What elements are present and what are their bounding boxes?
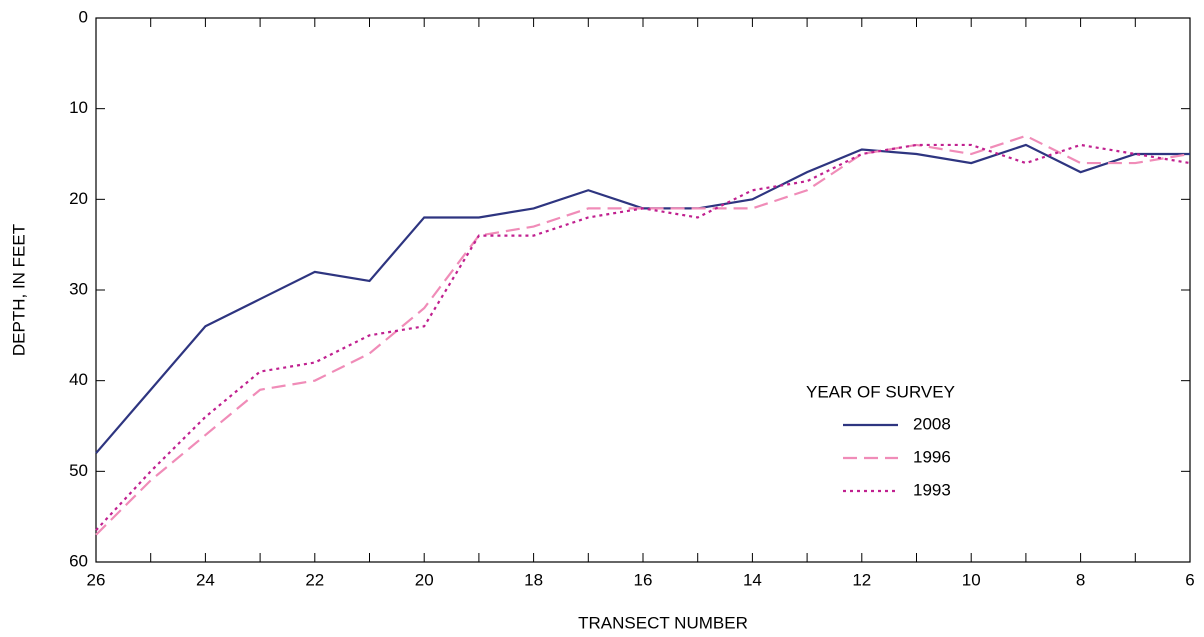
x-axis-label: TRANSECT NUMBER	[578, 613, 748, 632]
y-tick-label: 40	[69, 370, 88, 389]
x-tick-label: 20	[415, 570, 434, 589]
x-tick-label: 18	[524, 570, 543, 589]
series-line	[95, 143, 1190, 454]
x-tick-label: 14	[743, 570, 762, 589]
y-axis-label: DEPTH, IN FEET	[9, 224, 28, 356]
y-tick-label: 60	[69, 551, 88, 570]
x-tick-label: 10	[962, 570, 981, 589]
y-tick-label: 20	[69, 189, 88, 208]
legend-label: 2008	[913, 414, 951, 433]
x-tick-label: 12	[852, 570, 871, 589]
y-tick-label: 50	[69, 461, 88, 480]
x-tick-label: 16	[634, 570, 653, 589]
legend-label: 1996	[913, 447, 951, 466]
series-line	[95, 143, 1191, 532]
legend-title: YEAR OF SURVEY	[806, 382, 955, 401]
x-tick-label: 6	[1185, 570, 1194, 589]
y-tick-label: 30	[69, 279, 88, 298]
y-tick-label: 0	[79, 7, 88, 26]
plot-frame	[95, 17, 1191, 563]
x-tick-label: 24	[196, 570, 215, 589]
y-tick-label: 10	[69, 98, 88, 117]
series-line	[95, 134, 1191, 536]
x-tick-label: 26	[87, 570, 106, 589]
x-tick-label: 22	[305, 570, 324, 589]
x-tick-label: 8	[1076, 570, 1085, 589]
legend-label: 1993	[913, 480, 951, 499]
